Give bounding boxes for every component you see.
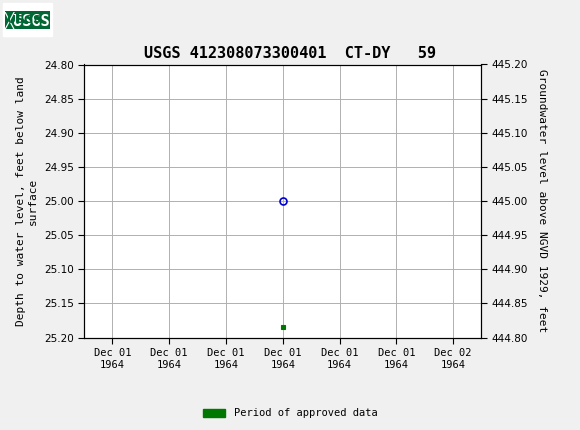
Text: USGS: USGS <box>8 15 41 25</box>
Text: ╳USGS: ╳USGS <box>5 11 50 28</box>
Bar <box>3 4 43 36</box>
Legend: Period of approved data: Period of approved data <box>198 404 382 423</box>
Y-axis label: Depth to water level, feet below land
surface: Depth to water level, feet below land su… <box>16 76 38 326</box>
Bar <box>3 3 52 37</box>
Y-axis label: Groundwater level above NGVD 1929, feet: Groundwater level above NGVD 1929, feet <box>536 69 547 333</box>
Text: USGS 412308073300401  CT-DY   59: USGS 412308073300401 CT-DY 59 <box>144 46 436 61</box>
